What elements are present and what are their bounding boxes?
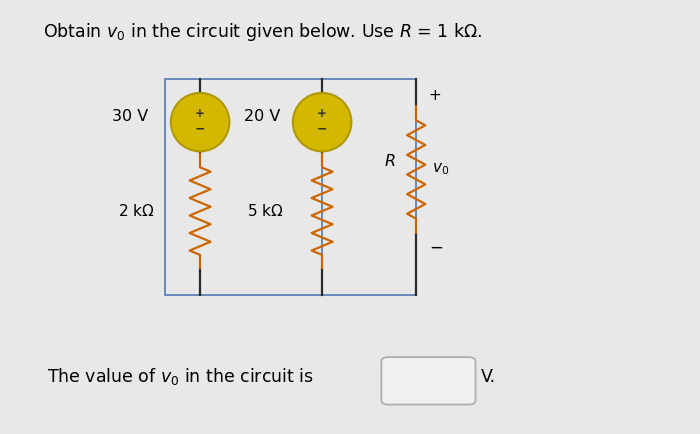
FancyBboxPatch shape bbox=[382, 357, 475, 404]
Ellipse shape bbox=[293, 93, 351, 151]
Text: −: − bbox=[429, 239, 442, 256]
Text: 2 k$\Omega$: 2 k$\Omega$ bbox=[118, 203, 155, 219]
Text: The value of $v_0$ in the circuit is: The value of $v_0$ in the circuit is bbox=[47, 366, 314, 387]
Text: +: + bbox=[429, 88, 442, 103]
Text: −: − bbox=[317, 123, 328, 136]
Ellipse shape bbox=[171, 93, 230, 151]
Text: +: + bbox=[317, 108, 327, 121]
Text: +: + bbox=[195, 108, 205, 121]
Bar bbox=[165, 79, 416, 295]
Text: Obtain $v_0$ in the circuit given below. Use $R$ = 1 k$\Omega$.: Obtain $v_0$ in the circuit given below.… bbox=[43, 21, 482, 43]
Text: $v_0$: $v_0$ bbox=[432, 162, 449, 178]
Text: V.: V. bbox=[481, 368, 496, 385]
Text: $R$: $R$ bbox=[384, 153, 395, 169]
Text: 20 V: 20 V bbox=[244, 109, 280, 125]
Text: 30 V: 30 V bbox=[111, 109, 148, 125]
Text: −: − bbox=[195, 123, 205, 136]
Text: 5 k$\Omega$: 5 k$\Omega$ bbox=[247, 203, 284, 219]
